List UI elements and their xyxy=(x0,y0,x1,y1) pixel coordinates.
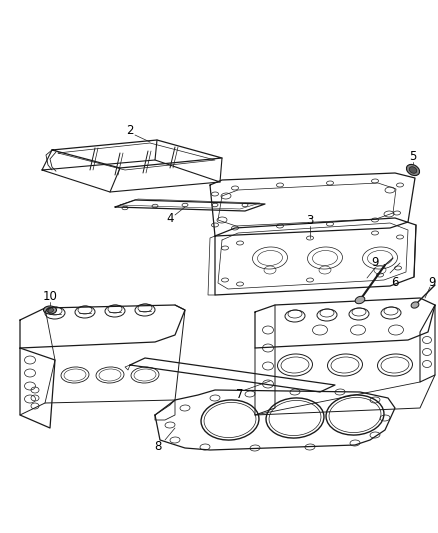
Ellipse shape xyxy=(411,302,419,308)
Ellipse shape xyxy=(409,167,417,173)
Ellipse shape xyxy=(406,165,420,175)
Text: 7: 7 xyxy=(236,389,244,401)
Text: 6: 6 xyxy=(391,276,399,288)
Text: 9: 9 xyxy=(371,256,379,270)
Ellipse shape xyxy=(355,296,365,304)
Text: 2: 2 xyxy=(126,124,134,136)
Text: 8: 8 xyxy=(154,440,162,453)
Text: 3: 3 xyxy=(306,214,314,227)
Ellipse shape xyxy=(46,308,53,312)
Text: 5: 5 xyxy=(410,149,417,163)
Ellipse shape xyxy=(43,306,57,314)
Text: 9: 9 xyxy=(428,276,436,288)
Text: 4: 4 xyxy=(166,212,174,224)
Text: 10: 10 xyxy=(42,289,57,303)
